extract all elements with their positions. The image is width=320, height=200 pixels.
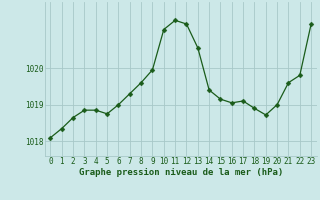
- X-axis label: Graphe pression niveau de la mer (hPa): Graphe pression niveau de la mer (hPa): [79, 168, 283, 177]
